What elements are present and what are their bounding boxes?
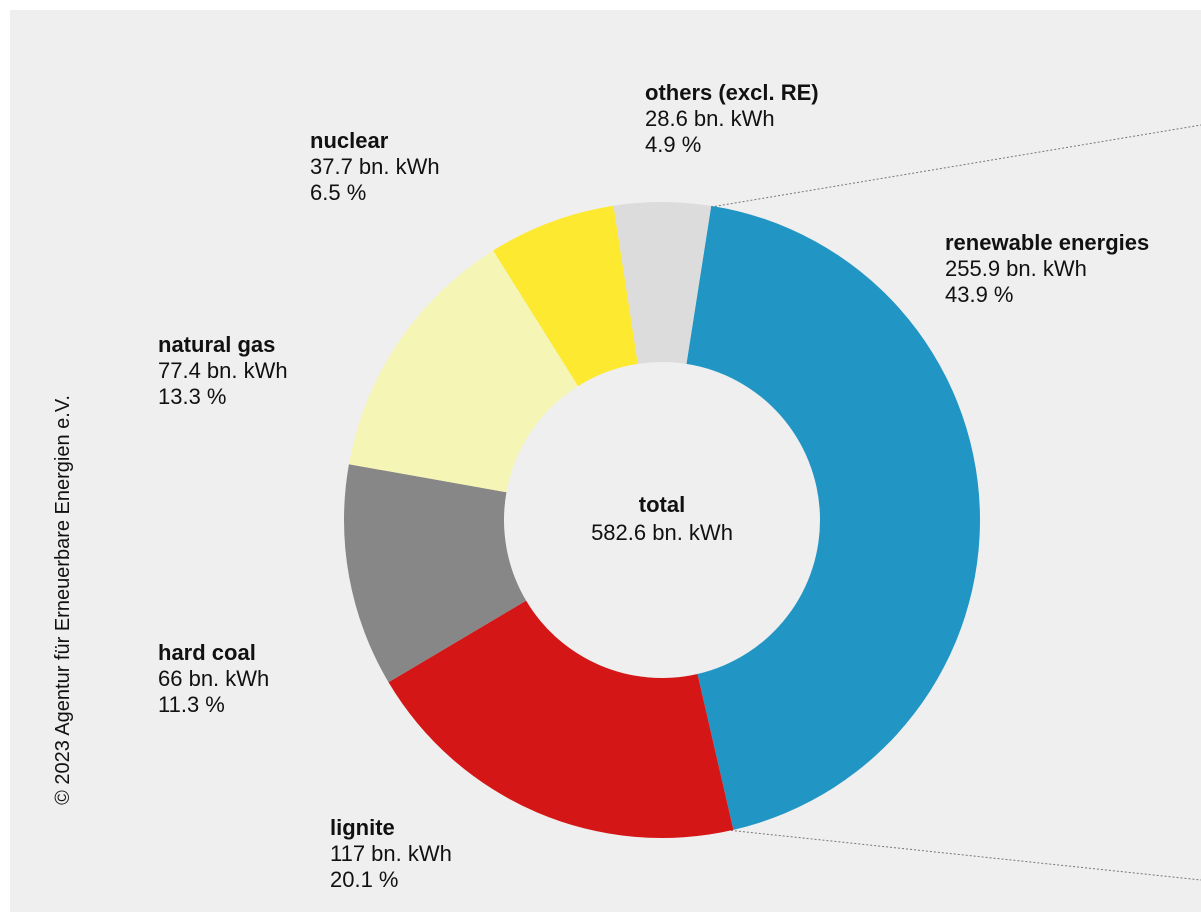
value-label: 28.6 bn. kWh bbox=[645, 106, 775, 131]
slice-name: hard coal bbox=[158, 640, 256, 665]
slice bbox=[348, 250, 579, 493]
total-label: 582.6 bn. kWh bbox=[591, 520, 733, 545]
percent-label: 13.3 % bbox=[158, 384, 227, 409]
slice bbox=[388, 600, 734, 838]
value-label: 255.9 bn. kWh bbox=[945, 256, 1087, 281]
slice-name: natural gas bbox=[158, 332, 275, 357]
value-label: 117 bn. kWh bbox=[330, 841, 452, 866]
center-label: total bbox=[639, 492, 685, 517]
percent-label: 4.9 % bbox=[645, 132, 701, 157]
value-label: 77.4 bn. kWh bbox=[158, 358, 288, 383]
slice bbox=[686, 205, 980, 830]
slice-name: nuclear bbox=[310, 128, 389, 153]
percent-label: 11.3 % bbox=[158, 692, 225, 717]
source: © 2023 Agentur für Erneuerbare Energien … bbox=[52, 395, 74, 805]
explode-guide bbox=[726, 829, 1201, 881]
percent-label: 6.5 % bbox=[310, 180, 366, 205]
percent-label: 43.9 % bbox=[945, 282, 1014, 307]
explode-guide bbox=[710, 124, 1201, 208]
slice-name: renewable energies bbox=[945, 230, 1149, 255]
slice bbox=[613, 202, 712, 364]
slice-name: lignite bbox=[330, 815, 395, 840]
slice-name: others (excl. RE) bbox=[645, 80, 819, 105]
slice bbox=[493, 205, 638, 387]
slice bbox=[343, 464, 527, 683]
value-label: 66 bn. kWh bbox=[158, 666, 269, 691]
value-label: 37.7 bn. kWh bbox=[310, 154, 440, 179]
percent-label: 20.1 % bbox=[330, 867, 399, 892]
